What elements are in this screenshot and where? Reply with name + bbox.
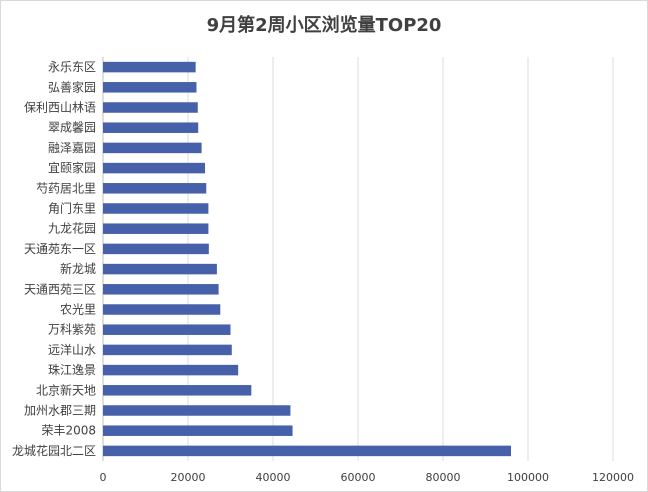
category-label: 保利西山林语	[24, 101, 96, 115]
bar	[103, 263, 217, 275]
chart-title: 9月第2周小区浏览量TOP20	[206, 15, 442, 36]
category-label: 融泽嘉园	[48, 141, 96, 155]
x-tick-label: 100000	[507, 471, 549, 484]
category-label: 九龙花园	[48, 221, 96, 236]
category-label: 永乐东区	[48, 60, 96, 74]
category-label: 万科紫苑	[48, 323, 96, 337]
category-label: 远洋山水	[48, 342, 96, 357]
category-label: 珠江逸景	[48, 363, 96, 377]
bar	[103, 183, 207, 194]
gridlines	[102, 57, 614, 461]
bar	[103, 445, 511, 457]
bar	[103, 324, 231, 335]
bar	[103, 385, 252, 396]
category-label: 农光里	[60, 303, 96, 317]
category-label: 弘善家园	[48, 79, 96, 94]
category-label: 天通西苑三区	[24, 282, 96, 296]
category-label: 荣丰2008	[41, 424, 96, 438]
bar	[103, 102, 198, 113]
bar	[103, 61, 196, 73]
bar	[103, 344, 232, 356]
category-label: 宜颐家园	[48, 160, 96, 175]
bar	[103, 284, 219, 295]
x-tick-labels: 0 20000 40000 60000 80000 100000 120000	[100, 471, 635, 484]
bars	[103, 61, 511, 457]
x-tick-label: 0	[100, 471, 107, 484]
bar	[103, 223, 209, 234]
bar	[103, 122, 199, 133]
x-tick-label: 80000	[426, 471, 461, 484]
category-label: 北京新天地	[36, 382, 96, 397]
category-label: 新龙城	[60, 261, 96, 276]
category-label: 角门东里	[48, 201, 96, 216]
bar	[103, 142, 202, 154]
bar	[103, 425, 293, 436]
bar	[103, 82, 197, 93]
category-label: 龙城花园北二区	[12, 443, 96, 458]
category-label: 加州水郡三期	[24, 404, 96, 418]
x-tick-label: 40000	[256, 471, 291, 484]
bar	[103, 203, 209, 214]
bar	[103, 304, 221, 315]
x-tick-label: 20000	[171, 471, 206, 484]
category-labels: 永乐东区弘善家园保利西山林语翠成馨园融泽嘉园宜颐家园芍药居北里角门东里九龙花园天…	[12, 60, 96, 458]
category-label: 翠成馨园	[48, 120, 96, 135]
category-label: 芍药居北里	[36, 181, 96, 195]
bar	[103, 405, 291, 416]
bar	[103, 162, 205, 174]
bar	[103, 243, 209, 255]
category-label: 天通苑东一区	[24, 242, 96, 256]
x-tick-label: 120000	[592, 471, 634, 484]
bar	[103, 364, 239, 376]
x-tick-label: 60000	[341, 471, 376, 484]
